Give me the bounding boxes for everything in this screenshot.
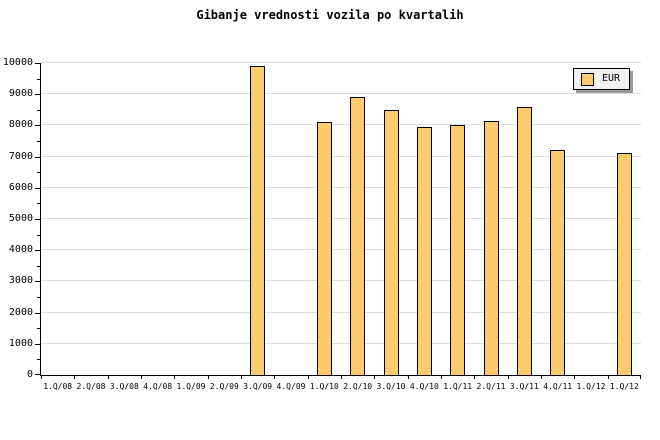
x-axis-tick bbox=[141, 375, 142, 379]
bar-2q11 bbox=[483, 120, 499, 375]
x-axis-label: 2.Q/10 bbox=[343, 382, 373, 391]
x-axis-label: 3.Q/11 bbox=[509, 382, 539, 391]
x-axis-tick bbox=[408, 375, 409, 379]
x-axis-label: 3.Q/10 bbox=[376, 382, 406, 391]
y-axis-label: 9000 bbox=[8, 88, 33, 100]
y-axis-tick bbox=[35, 250, 40, 252]
x-axis-label: 1.Q/11 bbox=[443, 382, 473, 391]
x-axis-tick bbox=[441, 375, 442, 379]
y-axis-tick bbox=[35, 125, 40, 127]
y-axis-label: 5000 bbox=[8, 213, 33, 224]
y-axis-tick bbox=[35, 187, 40, 189]
y-axis-label: 8000 bbox=[8, 119, 33, 131]
bar-4q10 bbox=[416, 126, 432, 375]
gridline bbox=[41, 62, 641, 63]
gridline bbox=[41, 186, 641, 188]
gridline bbox=[41, 124, 641, 126]
x-axis-tick bbox=[341, 375, 342, 379]
y-axis-tick bbox=[35, 343, 40, 345]
gridline bbox=[41, 280, 641, 282]
y-axis-minor-tick bbox=[37, 359, 40, 361]
x-axis-tick bbox=[308, 375, 309, 379]
bar-3q09 bbox=[250, 66, 266, 375]
y-axis-tick bbox=[35, 156, 40, 158]
x-axis-tick bbox=[74, 375, 75, 379]
bar-2q10 bbox=[350, 97, 366, 375]
y-axis-label: 2000 bbox=[8, 306, 33, 318]
bar-3q11 bbox=[516, 106, 532, 375]
bar-1q10 bbox=[316, 122, 332, 375]
y-axis-label: 0 bbox=[26, 369, 33, 380]
bar-1q12 bbox=[616, 153, 632, 375]
y-axis-minor-tick bbox=[37, 78, 40, 80]
y-axis-tick bbox=[35, 219, 40, 220]
y-axis-tick bbox=[35, 94, 40, 96]
x-axis-tick bbox=[108, 375, 109, 379]
y-axis-tick bbox=[35, 281, 40, 283]
gridline bbox=[41, 155, 641, 157]
x-axis-tick bbox=[574, 375, 575, 379]
bar-1q11 bbox=[450, 125, 466, 375]
y-axis-label: 10000 bbox=[2, 57, 33, 68]
x-axis-label: 4.Q/10 bbox=[409, 382, 439, 391]
legend-swatch bbox=[581, 72, 594, 86]
x-axis-tick bbox=[374, 375, 375, 379]
x-axis-label: 3.Q/08 bbox=[109, 382, 139, 391]
legend-label: EUR bbox=[602, 73, 621, 84]
y-axis-minor-tick bbox=[37, 328, 40, 330]
x-axis-tick bbox=[174, 375, 175, 379]
y-axis-tick bbox=[35, 63, 40, 64]
x-axis-label: 2.Q/11 bbox=[476, 382, 506, 391]
gridline bbox=[41, 311, 641, 313]
legend-box: EUR bbox=[573, 68, 631, 90]
x-axis-tick bbox=[608, 375, 609, 379]
x-axis-tick bbox=[208, 375, 209, 379]
bar-3q10 bbox=[383, 109, 399, 375]
x-axis-tick bbox=[640, 375, 641, 379]
y-axis-label: 1000 bbox=[8, 337, 33, 349]
x-axis-label: 2.Q/08 bbox=[76, 382, 106, 391]
gridline bbox=[41, 93, 641, 95]
y-axis-minor-tick bbox=[37, 203, 40, 205]
y-axis-label: 3000 bbox=[8, 275, 33, 287]
y-axis-minor-tick bbox=[37, 109, 40, 111]
x-axis-label: 3.Q/09 bbox=[243, 382, 273, 391]
y-axis-minor-tick bbox=[37, 234, 40, 236]
x-axis-label: 4.Q/08 bbox=[143, 382, 173, 391]
y-axis-minor-tick bbox=[37, 172, 40, 174]
y-axis-minor-tick bbox=[37, 141, 40, 142]
x-axis-tick bbox=[41, 375, 42, 379]
gridline bbox=[41, 218, 641, 219]
chart-title: Gibanje vrednosti vozila po kvartalih bbox=[196, 8, 464, 22]
gridline bbox=[41, 342, 641, 344]
y-axis-tick bbox=[35, 312, 40, 314]
x-axis-label: 4.Q/09 bbox=[276, 382, 306, 391]
y-axis-minor-tick bbox=[37, 265, 40, 267]
x-axis-label: 4.Q/11 bbox=[543, 382, 573, 391]
x-axis-tick bbox=[274, 375, 275, 379]
x-axis-label: 1.Q/12 bbox=[576, 382, 606, 391]
y-axis-minor-tick bbox=[37, 297, 40, 298]
x-axis-label: 1.Q/10 bbox=[309, 382, 339, 391]
x-axis-label: 1.Q/12 bbox=[609, 382, 639, 391]
gridline bbox=[41, 249, 641, 251]
y-axis-tick bbox=[35, 374, 40, 375]
x-axis-tick bbox=[241, 375, 242, 379]
x-axis-tick bbox=[474, 375, 475, 379]
x-axis-tick bbox=[541, 375, 542, 379]
y-axis-label: 7000 bbox=[8, 150, 33, 162]
x-axis-label: 1.Q/08 bbox=[43, 382, 73, 391]
x-axis-tick bbox=[508, 375, 509, 379]
y-axis-label: 4000 bbox=[8, 244, 33, 256]
y-axis-label: 6000 bbox=[8, 181, 33, 193]
x-axis-label: 1.Q/09 bbox=[176, 382, 206, 391]
bar-4q11 bbox=[550, 150, 566, 375]
plot-area: 0 1000 2000 3000 4000 5000 6000 7000 8000 9000 100… bbox=[3, 58, 641, 391]
x-axis-label: 2.Q/09 bbox=[209, 382, 239, 391]
